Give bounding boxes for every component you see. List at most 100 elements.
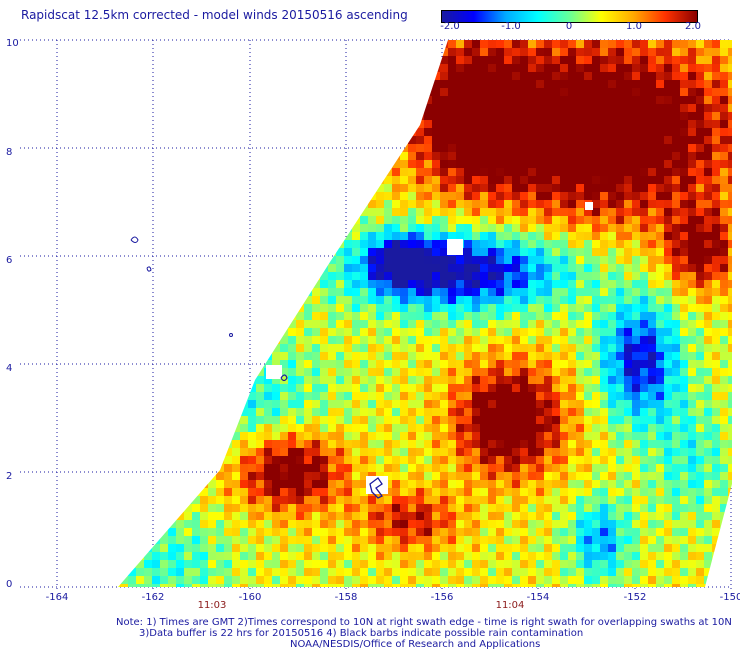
wind-cell — [312, 392, 320, 400]
wind-cell — [216, 432, 224, 440]
wind-cell — [120, 168, 128, 176]
wind-cell — [624, 520, 632, 528]
wind-cell — [288, 112, 296, 120]
wind-cell — [600, 440, 608, 448]
wind-cell — [416, 544, 424, 552]
wind-cell — [592, 240, 600, 248]
wind-cell — [424, 520, 432, 528]
wind-cell — [568, 464, 576, 472]
wind-cell — [224, 104, 232, 112]
wind-cell — [368, 504, 376, 512]
wind-cell — [520, 72, 528, 80]
wind-cell — [672, 448, 680, 456]
wind-cell — [320, 488, 328, 496]
wind-cell — [200, 320, 208, 328]
wind-cell — [432, 176, 440, 184]
wind-cell — [544, 336, 552, 344]
wind-cell — [440, 464, 448, 472]
wind-cell — [392, 368, 400, 376]
wind-cell — [480, 512, 488, 520]
wind-cell — [616, 72, 624, 80]
wind-cell — [392, 88, 400, 96]
wind-cell — [192, 456, 200, 464]
wind-cell — [536, 480, 544, 488]
wind-cell — [240, 528, 248, 536]
wind-cell — [488, 184, 496, 192]
wind-cell — [416, 408, 424, 416]
wind-cell — [376, 520, 384, 528]
wind-cell — [720, 112, 728, 120]
wind-cell — [504, 224, 512, 232]
wind-cell — [400, 224, 408, 232]
wind-cell — [720, 288, 728, 296]
wind-cell — [352, 528, 360, 536]
wind-cell — [248, 336, 256, 344]
wind-cell — [232, 312, 240, 320]
wind-cell — [568, 504, 576, 512]
wind-cell — [120, 344, 128, 352]
wind-cell — [200, 120, 208, 128]
wind-cell — [360, 488, 368, 496]
wind-cell — [208, 200, 216, 208]
wind-cell — [376, 48, 384, 56]
wind-cell — [264, 176, 272, 184]
wind-cell — [488, 80, 496, 88]
wind-cell — [448, 328, 456, 336]
wind-cell — [208, 376, 216, 384]
wind-cell — [472, 56, 480, 64]
wind-cell — [488, 104, 496, 112]
wind-cell — [240, 216, 248, 224]
wind-cell — [296, 208, 304, 216]
wind-cell — [640, 216, 648, 224]
wind-cell — [248, 352, 256, 360]
wind-cell — [416, 136, 424, 144]
wind-cell — [568, 184, 576, 192]
wind-cell — [664, 440, 672, 448]
wind-cell — [184, 200, 192, 208]
wind-cell — [224, 248, 232, 256]
wind-cell — [384, 48, 392, 56]
wind-cell — [118, 440, 120, 448]
wind-cell — [656, 432, 664, 440]
wind-cell — [240, 240, 248, 248]
wind-cell — [328, 504, 336, 512]
wind-cell — [200, 296, 208, 304]
wind-cell — [400, 88, 408, 96]
wind-cell — [536, 280, 544, 288]
wind-cell — [424, 488, 432, 496]
wind-cell — [472, 112, 480, 120]
wind-cell — [216, 496, 224, 504]
wind-cell — [432, 160, 440, 168]
wind-cell — [432, 128, 440, 136]
wind-cell — [368, 80, 376, 88]
wind-cell — [568, 256, 576, 264]
wind-cell — [280, 512, 288, 520]
wind-cell — [672, 480, 680, 488]
wind-cell — [464, 496, 472, 504]
wind-cell — [608, 168, 616, 176]
wind-cell — [648, 48, 656, 56]
wind-cell — [544, 424, 552, 432]
wind-cell — [632, 288, 640, 296]
wind-cell — [192, 432, 200, 440]
wind-cell — [232, 400, 240, 408]
wind-cell — [728, 144, 732, 152]
wind-cell — [118, 264, 120, 272]
wind-cell — [376, 400, 384, 408]
wind-cell — [120, 240, 128, 248]
wind-cell — [560, 144, 568, 152]
wind-cell — [640, 408, 648, 416]
wind-cell — [240, 232, 248, 240]
wind-cell — [504, 96, 512, 104]
wind-cell — [200, 464, 208, 472]
wind-cell — [648, 208, 656, 216]
wind-cell — [320, 240, 328, 248]
wind-cell — [192, 520, 200, 528]
wind-cell — [696, 376, 704, 384]
wind-cell — [432, 472, 440, 480]
wind-cell — [568, 400, 576, 408]
wind-cell — [432, 408, 440, 416]
wind-cell — [296, 544, 304, 552]
wind-cell — [200, 136, 208, 144]
wind-cell — [512, 192, 520, 200]
